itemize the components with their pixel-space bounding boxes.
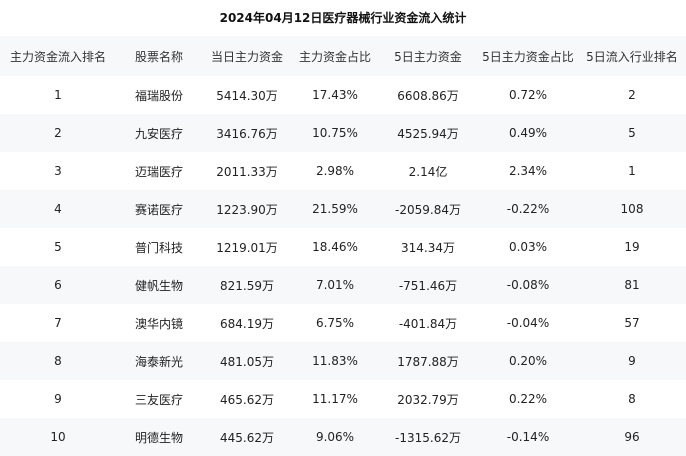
5day-main-fund-ratio-cell: -0.22% <box>506 202 550 216</box>
5day-main-fund-cell: 1787.88万 <box>397 354 459 369</box>
stock-name-cell: 迈瑞医疗 <box>134 164 183 179</box>
main-fund-ratio-cell: 11.83% <box>312 354 358 368</box>
column-header-5day-industry-rank: 5日流入行业排名 <box>586 49 678 64</box>
daily-main-fund-cell: 2011.33万 <box>216 164 278 179</box>
5day-main-fund-cell: 2.14亿 <box>408 164 448 179</box>
stock-name-cell: 明德生物 <box>134 430 183 445</box>
daily-main-fund-cell: 445.62万 <box>220 430 274 445</box>
rank-cell: 4 <box>54 202 62 216</box>
daily-main-fund-cell: 684.19万 <box>220 316 274 331</box>
rank-cell: 10 <box>50 430 66 444</box>
table-row: 5 普门科技 1219.01万 18.46% 314.34万 0.03% 19 <box>0 228 686 266</box>
stock-name-cell: 海泰新光 <box>134 354 183 369</box>
5day-industry-rank-cell: 1 <box>628 164 636 178</box>
stock-name-cell: 普门科技 <box>134 240 183 255</box>
5day-main-fund-cell: 6608.86万 <box>397 88 459 103</box>
5day-main-fund-cell: -2059.84万 <box>395 202 461 217</box>
main-fund-ratio-cell: 11.17% <box>312 392 358 406</box>
table-row: 1 福瑞股份 5414.30万 17.43% 6608.86万 0.72% 2 <box>0 76 686 114</box>
5day-main-fund-cell: -751.46万 <box>398 278 458 293</box>
column-header-main-fund-ratio: 主力资金占比 <box>298 49 371 64</box>
5day-main-fund-ratio-cell: 2.34% <box>508 164 548 178</box>
5day-main-fund-ratio-cell: -0.14% <box>506 430 550 444</box>
main-fund-ratio-cell: 2.98% <box>315 164 355 178</box>
5day-main-fund-ratio-cell: -0.08% <box>506 278 550 292</box>
main-fund-ratio-cell: 9.06% <box>315 430 355 444</box>
main-fund-ratio-cell: 7.01% <box>315 278 355 292</box>
5day-industry-rank-cell: 108 <box>620 202 644 216</box>
5day-main-fund-ratio-cell: 0.22% <box>508 392 548 406</box>
5day-main-fund-ratio-cell: 0.49% <box>508 126 548 140</box>
daily-main-fund-cell: 1219.01万 <box>216 240 278 255</box>
5day-main-fund-cell: 2032.79万 <box>397 392 459 407</box>
daily-main-fund-cell: 465.62万 <box>220 392 274 407</box>
rank-cell: 7 <box>54 316 62 330</box>
table-row: 3 迈瑞医疗 2011.33万 2.98% 2.14亿 2.34% 1 <box>0 152 686 190</box>
stock-name-cell: 九安医疗 <box>134 126 183 141</box>
rank-cell: 2 <box>54 126 62 140</box>
rank-cell: 3 <box>54 164 62 178</box>
5day-industry-rank-cell: 2 <box>628 88 636 102</box>
5day-main-fund-ratio-cell: 0.20% <box>508 354 548 368</box>
page-title: 2024年04月12日医疗器械行业资金流入统计 <box>219 11 467 25</box>
table-row: 7 澳华内镜 684.19万 6.75% -401.84万 -0.04% 57 <box>0 304 686 342</box>
daily-main-fund-cell: 1223.90万 <box>216 202 278 217</box>
daily-main-fund-cell: 481.05万 <box>220 354 274 369</box>
column-header-5day-main-fund: 5日主力资金 <box>394 49 462 64</box>
5day-industry-rank-cell: 57 <box>624 316 640 330</box>
5day-industry-rank-cell: 19 <box>624 240 640 254</box>
main-fund-ratio-cell: 17.43% <box>312 88 358 102</box>
5day-industry-rank-cell: 8 <box>628 392 636 406</box>
5day-main-fund-ratio-cell: 0.72% <box>508 88 548 102</box>
table-row: 10 明德生物 445.62万 9.06% -1315.62万 -0.14% 96 <box>0 418 686 456</box>
5day-main-fund-cell: -1315.62万 <box>395 430 461 445</box>
main-fund-ratio-cell: 21.59% <box>312 202 358 216</box>
5day-main-fund-ratio-cell: 0.03% <box>508 240 548 254</box>
main-fund-ratio-cell: 10.75% <box>312 126 358 140</box>
column-header-5day-main-fund-ratio: 5日主力资金占比 <box>482 49 574 64</box>
daily-main-fund-cell: 3416.76万 <box>216 126 278 141</box>
fund-flow-table: 主力资金流入排名 股票名称 当日主力资金 主力资金占比 5日主力资金 5日主力资… <box>0 36 686 456</box>
stock-name-cell: 三友医疗 <box>134 392 183 407</box>
rank-cell: 8 <box>54 354 62 368</box>
stock-name-cell: 福瑞股份 <box>134 88 183 103</box>
stock-name-cell: 健帆生物 <box>134 278 183 293</box>
daily-main-fund-cell: 5414.30万 <box>216 88 278 103</box>
5day-main-fund-cell: 4525.94万 <box>397 126 459 141</box>
5day-industry-rank-cell: 96 <box>624 430 640 444</box>
5day-industry-rank-cell: 5 <box>628 126 636 140</box>
table-row: 9 三友医疗 465.62万 11.17% 2032.79万 0.22% 8 <box>0 380 686 418</box>
table-row: 4 赛诺医疗 1223.90万 21.59% -2059.84万 -0.22% 108 <box>0 190 686 228</box>
main-fund-ratio-cell: 6.75% <box>315 316 355 330</box>
5day-industry-rank-cell: 81 <box>624 278 640 292</box>
table-row: 2 九安医疗 3416.76万 10.75% 4525.94万 0.49% 5 <box>0 114 686 152</box>
table-row: 8 海泰新光 481.05万 11.83% 1787.88万 0.20% 9 <box>0 342 686 380</box>
5day-main-fund-cell: -401.84万 <box>398 316 458 331</box>
table-header-row: 主力资金流入排名 股票名称 当日主力资金 主力资金占比 5日主力资金 5日主力资… <box>0 36 686 76</box>
rank-cell: 9 <box>54 392 62 406</box>
5day-main-fund-cell: 314.34万 <box>401 240 455 255</box>
stock-name-cell: 赛诺医疗 <box>134 202 183 217</box>
5day-main-fund-ratio-cell: -0.04% <box>506 316 550 330</box>
stock-name-cell: 澳华内镜 <box>134 316 183 331</box>
daily-main-fund-cell: 821.59万 <box>220 278 274 293</box>
rank-cell: 5 <box>54 240 62 254</box>
column-header-stock-name: 股票名称 <box>134 49 183 64</box>
column-header-daily-main-fund: 当日主力资金 <box>210 49 283 64</box>
main-fund-ratio-cell: 18.46% <box>312 240 358 254</box>
5day-industry-rank-cell: 9 <box>628 354 636 368</box>
rank-cell: 6 <box>54 278 62 292</box>
table-row: 6 健帆生物 821.59万 7.01% -751.46万 -0.08% 81 <box>0 266 686 304</box>
rank-cell: 1 <box>54 88 62 102</box>
column-header-rank: 主力资金流入排名 <box>9 49 106 64</box>
table-body: 1 福瑞股份 5414.30万 17.43% 6608.86万 0.72% 2 2 九安医疗 34… <box>0 76 686 456</box>
